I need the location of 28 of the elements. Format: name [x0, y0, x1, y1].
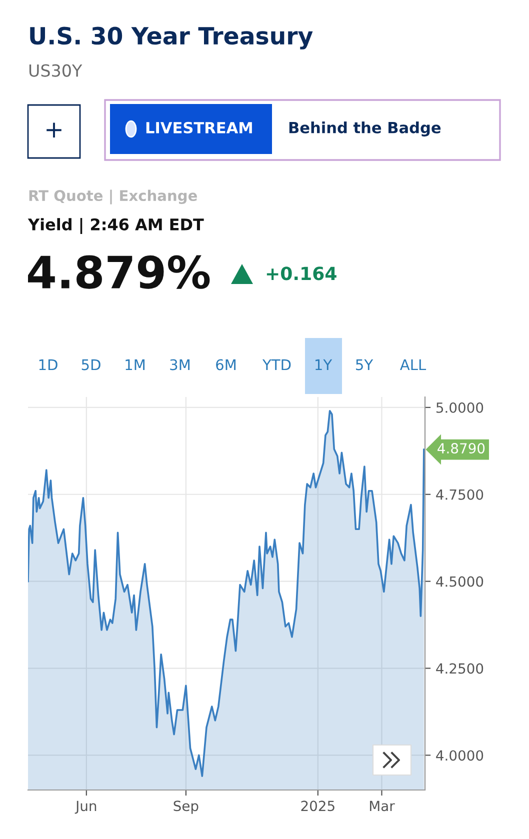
text: 4.879% — [28, 255, 210, 289]
text: 3M — [170, 359, 190, 370]
x-tick-label: Jun — [74, 800, 96, 814]
text: 5Y — [356, 359, 374, 370]
y-tick-label: 4.7500 — [436, 489, 484, 500]
text: 6M — [216, 359, 236, 370]
y-tick-label: 4.2500 — [436, 663, 484, 674]
text: LIVESTREAM — [146, 122, 252, 134]
y-tick-label: 4.5000 — [436, 576, 484, 587]
y-tick-label: 4.0000 — [436, 750, 484, 761]
annotation: 4.8790 — [438, 443, 485, 454]
text: Behind the Badge — [289, 122, 441, 136]
text: YTD — [262, 359, 291, 370]
text: RT Quote | Exchange — [29, 190, 197, 204]
chart-title: U.S. 30 Year Treasury — [30, 26, 313, 50]
text: 1D — [39, 359, 58, 370]
text: 1Y — [316, 359, 332, 370]
text: +0.164 — [266, 266, 336, 280]
text: Yield | 2:46 AM EDT — [28, 218, 204, 234]
x-tick-label: Mar — [370, 800, 395, 812]
text: ALL — [400, 359, 426, 370]
x-tick-label: 2025 — [301, 800, 334, 812]
text: 5D — [82, 359, 100, 370]
text: 1M — [126, 359, 145, 370]
y-tick-label: 5.0000 — [436, 402, 484, 413]
text: + — [46, 122, 62, 138]
x-tick-label: Sep — [174, 800, 198, 814]
chart-subtitle: US30Y — [29, 64, 82, 77]
